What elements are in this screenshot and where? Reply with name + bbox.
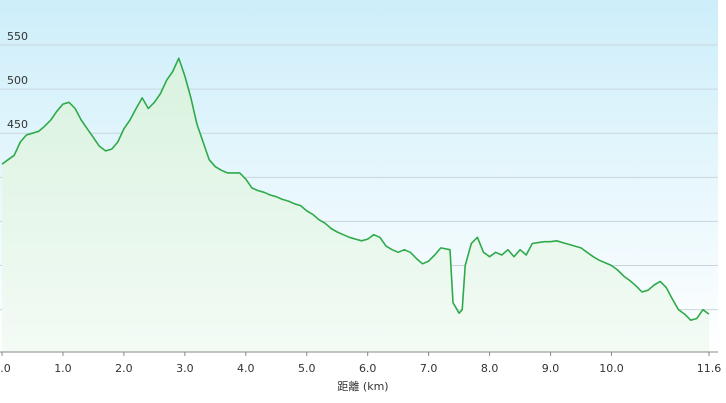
x-axis-label: 距離 (km) bbox=[337, 379, 388, 393]
x-tick-label: 0.0 bbox=[0, 362, 11, 375]
x-tick-label: 2.0 bbox=[115, 362, 133, 375]
x-tick-label: 7.0 bbox=[420, 362, 438, 375]
x-tick-label: 9.0 bbox=[542, 362, 560, 375]
x-tick-label: 4.0 bbox=[237, 362, 255, 375]
x-tick-label: 5.0 bbox=[298, 362, 316, 375]
x-tick-label: 10.0 bbox=[599, 362, 624, 375]
y-tick-label: 550 bbox=[7, 30, 28, 43]
y-tick-label: 450 bbox=[7, 118, 28, 131]
x-tick-label: 3.0 bbox=[176, 362, 194, 375]
x-tick-label: 8.0 bbox=[481, 362, 499, 375]
x-tick-label: 1.0 bbox=[54, 362, 72, 375]
y-tick-label: 500 bbox=[7, 74, 28, 87]
area bbox=[2, 58, 709, 352]
x-tick-label: 6.0 bbox=[359, 362, 377, 375]
x-tick-label: 11.6 bbox=[697, 362, 722, 375]
line bbox=[1, 57, 710, 321]
